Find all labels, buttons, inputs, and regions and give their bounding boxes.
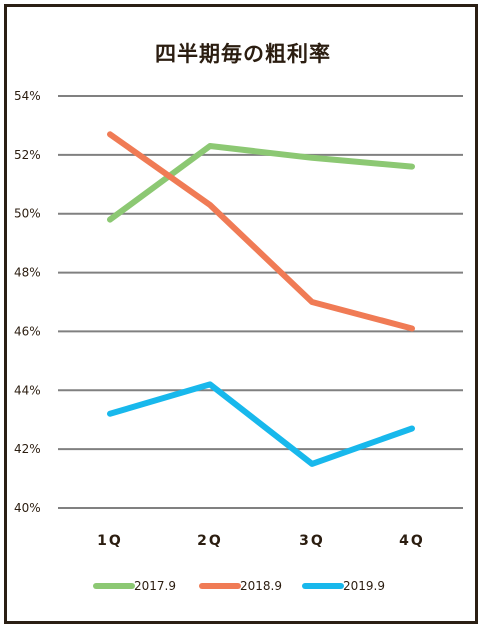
y-tick-label: 44% bbox=[14, 383, 41, 397]
chart-frame bbox=[4, 4, 478, 624]
series-line-2019.9 bbox=[107, 381, 415, 467]
y-tick-label: 40% bbox=[14, 501, 41, 515]
y-tick-label: 46% bbox=[14, 324, 41, 338]
y-tick-label: 54% bbox=[14, 89, 41, 103]
x-tick-label: 1Q bbox=[97, 533, 123, 549]
series-line-2018.9 bbox=[107, 131, 415, 332]
legend-label: 2018.9 bbox=[240, 579, 282, 593]
legend-label: 2019.9 bbox=[343, 579, 385, 593]
y-tick-label: 52% bbox=[14, 148, 41, 162]
y-tick-label: 50% bbox=[14, 207, 41, 221]
chart-title: 四半期毎の粗利率 bbox=[155, 42, 331, 66]
y-tick-label: 48% bbox=[14, 266, 41, 280]
legend-label: 2017.9 bbox=[134, 579, 176, 593]
x-tick-label: 2Q bbox=[197, 533, 223, 549]
x-tick-label: 3Q bbox=[299, 533, 325, 549]
y-tick-label: 42% bbox=[14, 442, 41, 456]
x-tick-label: 4Q bbox=[399, 533, 425, 549]
series-line-2017.9 bbox=[107, 143, 415, 223]
